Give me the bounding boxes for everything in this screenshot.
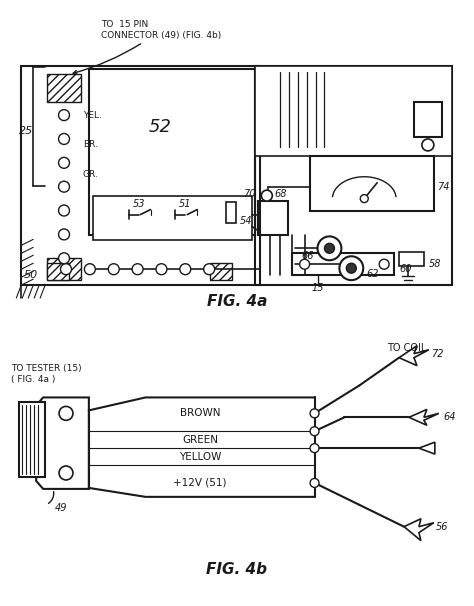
Text: GREEN: GREEN [182, 435, 218, 445]
Bar [226, 202, 236, 224]
Circle shape [59, 205, 70, 216]
Text: FIG. 4a: FIG. 4a [207, 293, 267, 308]
Circle shape [300, 259, 310, 269]
Bar [47, 258, 81, 280]
Text: GR.: GR. [83, 170, 99, 179]
Bar [255, 67, 452, 285]
Text: 15: 15 [311, 283, 324, 293]
Bar [47, 75, 81, 102]
Circle shape [310, 409, 319, 418]
Bar [399, 252, 424, 266]
Circle shape [325, 244, 335, 253]
Text: 72: 72 [431, 348, 443, 359]
Circle shape [59, 133, 70, 144]
Text: 64: 64 [444, 412, 456, 422]
Text: 56: 56 [436, 522, 448, 531]
Circle shape [156, 264, 167, 275]
Text: 50: 50 [24, 270, 38, 280]
Polygon shape [419, 442, 435, 454]
Text: 66: 66 [301, 251, 313, 261]
Text: 49: 49 [55, 503, 68, 513]
Circle shape [318, 236, 341, 260]
Text: 53: 53 [132, 199, 145, 208]
Circle shape [59, 466, 73, 480]
Bar [210, 263, 232, 280]
Text: 70: 70 [243, 188, 256, 199]
Circle shape [132, 264, 143, 275]
Bar [47, 263, 69, 280]
Polygon shape [36, 398, 89, 489]
Text: TO  15 PIN
CONNECTOR (49) (FIG. 4b): TO 15 PIN CONNECTOR (49) (FIG. 4b) [73, 20, 221, 74]
Bar [258, 201, 288, 235]
Text: YELLOW: YELLOW [179, 452, 221, 462]
Circle shape [59, 110, 70, 121]
Polygon shape [409, 410, 439, 425]
Circle shape [59, 253, 70, 264]
Bar [21, 67, 260, 285]
Circle shape [310, 479, 319, 487]
Bar [19, 402, 45, 477]
Text: +12V (51): +12V (51) [173, 478, 227, 488]
Bar [255, 67, 452, 156]
Circle shape [261, 190, 272, 201]
Bar [93, 196, 252, 241]
Text: 52: 52 [149, 118, 172, 136]
Text: 58: 58 [429, 259, 441, 269]
Circle shape [59, 181, 70, 192]
Text: YEL.: YEL. [83, 111, 102, 119]
Text: 68: 68 [275, 188, 287, 199]
Bar [310, 156, 434, 210]
Polygon shape [399, 346, 429, 365]
Text: FIG. 4b: FIG. 4b [207, 562, 267, 577]
Circle shape [61, 264, 72, 275]
Circle shape [339, 256, 363, 280]
Circle shape [59, 407, 73, 421]
Circle shape [310, 427, 319, 436]
Text: 60: 60 [399, 264, 411, 274]
Polygon shape [404, 519, 434, 541]
Text: TO COIL: TO COIL [387, 343, 427, 353]
Circle shape [422, 139, 434, 151]
Circle shape [360, 195, 368, 202]
Text: BROWN: BROWN [180, 408, 220, 418]
Circle shape [310, 444, 319, 453]
Circle shape [346, 263, 356, 273]
Bar [414, 102, 442, 137]
Circle shape [84, 264, 95, 275]
Text: 54: 54 [240, 216, 253, 227]
Bar [292, 253, 394, 275]
Text: BR.: BR. [83, 141, 98, 150]
Text: 62: 62 [366, 269, 379, 279]
Bar [89, 69, 255, 235]
Text: 25: 25 [19, 126, 33, 136]
Circle shape [379, 259, 389, 269]
Text: 74: 74 [437, 182, 449, 191]
Text: TO TESTER (15)
( FIG. 4a ): TO TESTER (15) ( FIG. 4a ) [11, 364, 82, 384]
Text: 51: 51 [179, 199, 191, 208]
Circle shape [204, 264, 215, 275]
Circle shape [180, 264, 191, 275]
Circle shape [59, 158, 70, 168]
Circle shape [59, 229, 70, 240]
Circle shape [108, 264, 119, 275]
